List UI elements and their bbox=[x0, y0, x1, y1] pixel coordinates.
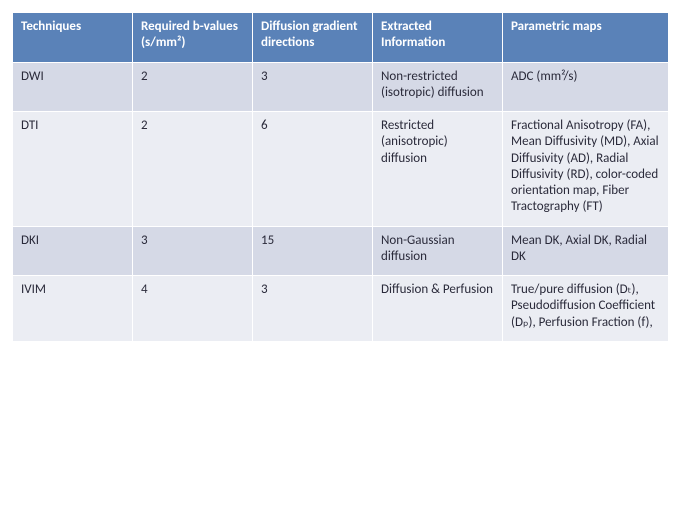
col-bvalues: Required b-values (s/mm²) bbox=[133, 13, 253, 63]
cell-bvalues: 4 bbox=[133, 276, 253, 342]
col-info: Extracted Information bbox=[373, 13, 503, 63]
cell-bvalues: 2 bbox=[133, 62, 253, 112]
col-techniques: Techniques bbox=[13, 13, 133, 63]
table-row: DWI 2 3 Non-restricted (isotropic) diffu… bbox=[13, 62, 669, 112]
cell-technique: IVIM bbox=[13, 276, 133, 342]
cell-technique: DTI bbox=[13, 112, 133, 227]
cell-info: Non-restricted (isotropic) diffusion bbox=[373, 62, 503, 112]
cell-bvalues: 3 bbox=[133, 226, 253, 276]
cell-directions: 3 bbox=[253, 276, 373, 342]
col-maps: Parametric maps bbox=[503, 13, 669, 63]
cell-info: Non-Gaussian diffusion bbox=[373, 226, 503, 276]
col-directions: Diffusion gradient directions bbox=[253, 13, 373, 63]
cell-maps: True/pure diffusion (Dₜ), Pseudodiffusio… bbox=[503, 276, 669, 342]
cell-directions: 3 bbox=[253, 62, 373, 112]
cell-info: Diffusion & Perfusion bbox=[373, 276, 503, 342]
table-row: DKI 3 15 Non-Gaussian diffusion Mean DK,… bbox=[13, 226, 669, 276]
cell-technique: DKI bbox=[13, 226, 133, 276]
table-row: DTI 2 6 Restricted (anisotropic) diffusi… bbox=[13, 112, 669, 227]
cell-directions: 15 bbox=[253, 226, 373, 276]
cell-bvalues: 2 bbox=[133, 112, 253, 227]
cell-info: Restricted (anisotropic) diffusion bbox=[373, 112, 503, 227]
cell-maps: ADC (mm²/s) bbox=[503, 62, 669, 112]
cell-maps: Mean DK, Axial DK, Radial DK bbox=[503, 226, 669, 276]
cell-technique: DWI bbox=[13, 62, 133, 112]
cell-directions: 6 bbox=[253, 112, 373, 227]
table-row: IVIM 4 3 Diffusion & Perfusion True/pure… bbox=[13, 276, 669, 342]
cell-maps: Fractional Anisotropy (FA), Mean Diffusi… bbox=[503, 112, 669, 227]
diffusion-techniques-table: Techniques Required b-values (s/mm²) Dif… bbox=[12, 12, 669, 342]
table-header-row: Techniques Required b-values (s/mm²) Dif… bbox=[13, 13, 669, 63]
